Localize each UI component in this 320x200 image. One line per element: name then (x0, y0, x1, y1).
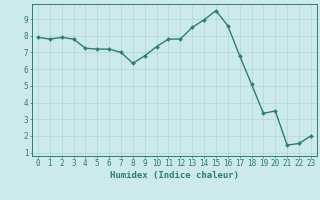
X-axis label: Humidex (Indice chaleur): Humidex (Indice chaleur) (110, 171, 239, 180)
